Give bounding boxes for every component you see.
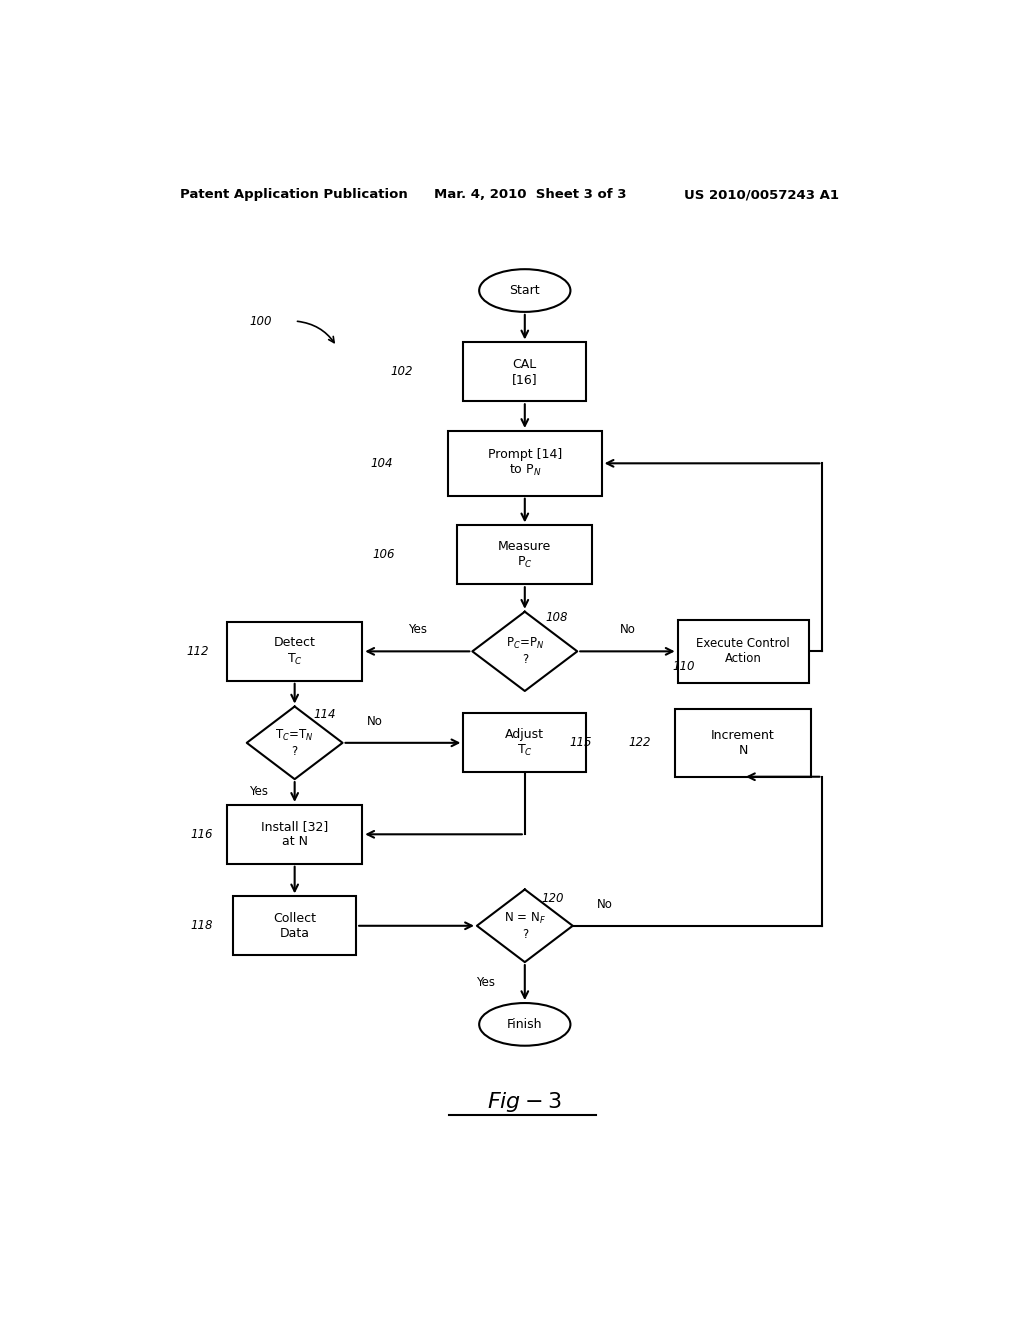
FancyBboxPatch shape	[227, 622, 362, 681]
FancyBboxPatch shape	[227, 805, 362, 863]
Text: No: No	[597, 898, 612, 911]
Text: Measure
P$_C$: Measure P$_C$	[498, 540, 552, 570]
Ellipse shape	[479, 1003, 570, 1045]
Text: Prompt [14]
to P$_N$: Prompt [14] to P$_N$	[487, 449, 562, 478]
Text: 120: 120	[542, 892, 564, 904]
Text: Mar. 4, 2010  Sheet 3 of 3: Mar. 4, 2010 Sheet 3 of 3	[433, 189, 626, 202]
Text: 112: 112	[186, 645, 209, 657]
Text: 108: 108	[546, 611, 567, 624]
Text: 100: 100	[249, 314, 271, 327]
Text: Yes: Yes	[475, 975, 495, 989]
Polygon shape	[247, 706, 343, 779]
Text: Yes: Yes	[408, 623, 427, 636]
Text: Install [32]
at N: Install [32] at N	[261, 820, 329, 849]
Text: Finish: Finish	[507, 1018, 543, 1031]
Text: Detect
T$_C$: Detect T$_C$	[273, 636, 315, 667]
Text: Adjust
T$_C$: Adjust T$_C$	[505, 727, 545, 758]
Text: N = N$_F$
?: N = N$_F$ ?	[504, 911, 546, 941]
Text: Execute Control
Action: Execute Control Action	[696, 638, 790, 665]
FancyBboxPatch shape	[463, 713, 587, 772]
Text: T$_C$=T$_N$
?: T$_C$=T$_N$ ?	[275, 727, 314, 758]
Ellipse shape	[479, 269, 570, 312]
Text: Yes: Yes	[250, 785, 268, 799]
Polygon shape	[472, 611, 578, 690]
FancyBboxPatch shape	[457, 525, 593, 585]
Text: US 2010/0057243 A1: US 2010/0057243 A1	[684, 189, 839, 202]
Text: 116: 116	[190, 828, 213, 841]
Text: Start: Start	[510, 284, 540, 297]
Text: 106: 106	[373, 548, 395, 561]
FancyBboxPatch shape	[233, 896, 356, 956]
Text: Collect
Data: Collect Data	[273, 912, 316, 940]
Text: No: No	[367, 714, 382, 727]
FancyBboxPatch shape	[676, 709, 811, 776]
Text: 114: 114	[313, 708, 336, 721]
Text: 118: 118	[190, 919, 213, 932]
Text: $\it{Fig}-3$: $\it{Fig}-3$	[487, 1089, 562, 1114]
FancyBboxPatch shape	[678, 620, 809, 682]
FancyBboxPatch shape	[463, 342, 587, 401]
Text: 110: 110	[673, 660, 694, 673]
Text: 115: 115	[569, 737, 592, 750]
Text: P$_C$=P$_N$
?: P$_C$=P$_N$ ?	[506, 636, 544, 667]
Text: 102: 102	[390, 366, 413, 379]
Text: CAL
[16]: CAL [16]	[512, 358, 538, 385]
Polygon shape	[477, 890, 572, 962]
Text: Increment
N: Increment N	[711, 729, 775, 756]
Text: 104: 104	[371, 457, 393, 470]
Text: Patent Application Publication: Patent Application Publication	[179, 189, 408, 202]
Text: No: No	[620, 623, 635, 636]
FancyBboxPatch shape	[447, 430, 602, 496]
Text: 122: 122	[629, 737, 651, 750]
